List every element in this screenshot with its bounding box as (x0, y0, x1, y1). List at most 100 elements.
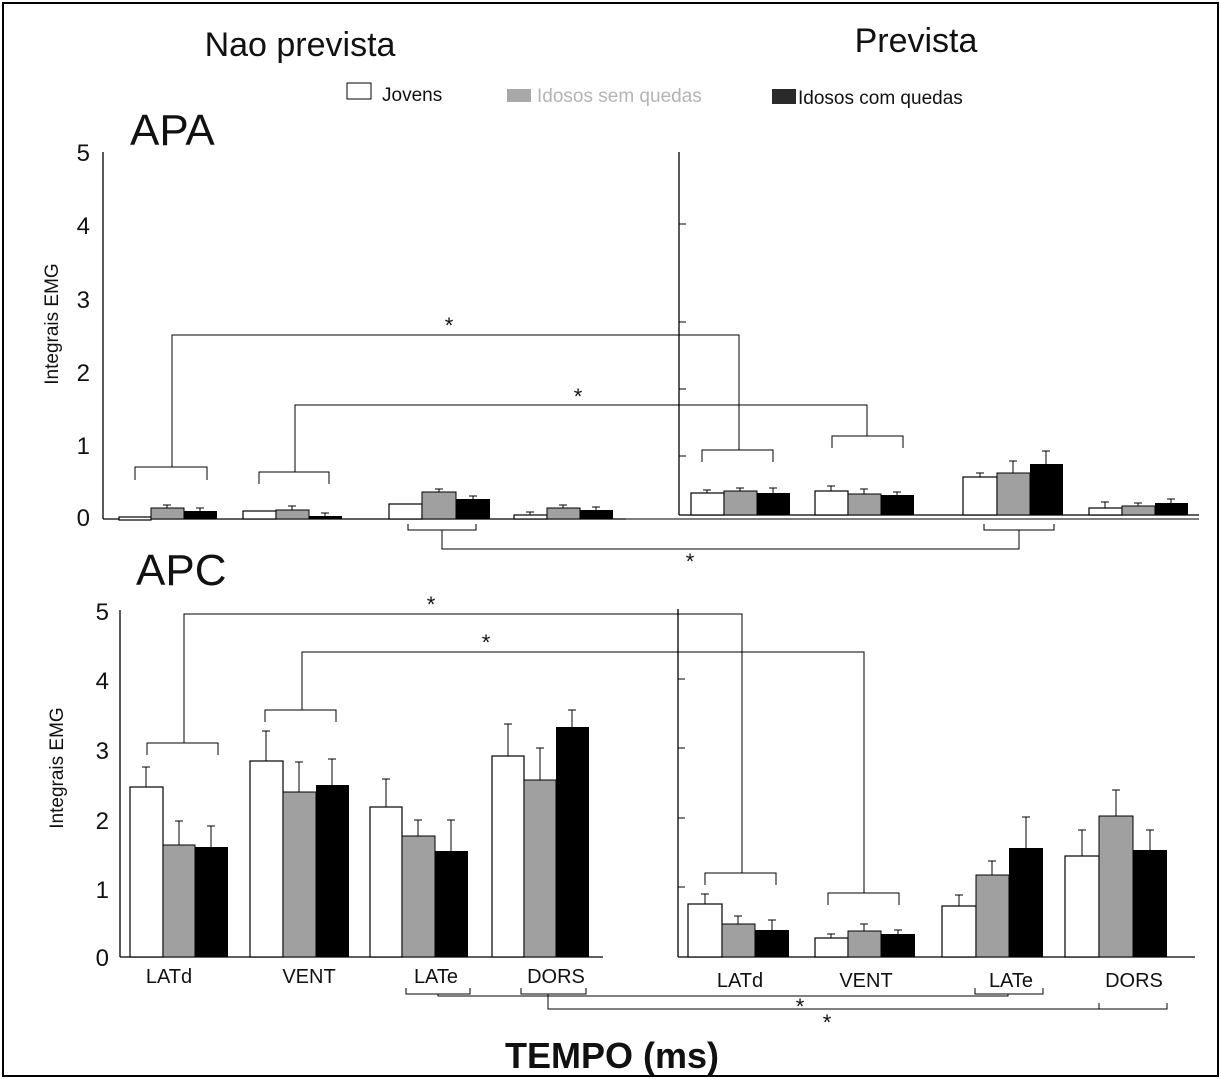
significance-connector (441, 530, 1020, 550)
bar-group (1088, 498, 1188, 516)
bar (401, 835, 436, 958)
bar (249, 760, 284, 958)
bar-group (1064, 789, 1167, 958)
bar (546, 507, 581, 520)
bar-group (388, 488, 490, 520)
y-tick-label: 1 (96, 877, 109, 904)
right-y-ticks (679, 223, 686, 457)
right-y-ticks (678, 678, 685, 888)
group-bracket (704, 872, 777, 885)
y-tick-label: 4 (96, 668, 109, 695)
legend-label: Idosos com quedas (798, 88, 963, 109)
y-axis-label: Integrais EMG (47, 707, 68, 828)
bar-group (118, 504, 217, 521)
x-tick-label: LATd (146, 966, 192, 988)
bar (556, 727, 589, 957)
bar (814, 490, 849, 516)
y-tick-label: 1 (77, 433, 90, 460)
bar (282, 791, 317, 958)
group-bracket (520, 988, 587, 995)
bar (962, 476, 998, 516)
significance-star: * (796, 994, 805, 1019)
bar (491, 755, 525, 958)
bar (456, 499, 490, 519)
y-tick-label: 4 (77, 213, 90, 240)
bar (996, 472, 1031, 516)
bar (1155, 503, 1188, 515)
bar (195, 847, 228, 957)
legend-label: Idosos sem quedas (537, 86, 702, 107)
panel-label: APA (130, 106, 215, 155)
significance-star: * (686, 549, 695, 574)
bar (150, 507, 185, 520)
apa-panel: APA Integrais EMG 0 1 2 3 4 5 (42, 106, 1199, 574)
bar (881, 934, 915, 957)
bar (847, 493, 882, 516)
bar-group (249, 730, 349, 958)
panel-label: APC (136, 546, 226, 595)
bar (881, 495, 914, 515)
bar (847, 930, 882, 958)
significance-star: * (427, 592, 436, 617)
bar (721, 923, 756, 958)
bar (690, 492, 725, 516)
bar (1121, 505, 1156, 516)
bar (755, 930, 789, 957)
bar (580, 510, 613, 519)
x-tick-label: LATe (989, 970, 1033, 992)
legend-swatch (346, 82, 372, 100)
bar-group (962, 450, 1063, 516)
bar (275, 509, 310, 520)
significance-connector (301, 651, 865, 893)
bar-group (513, 504, 613, 520)
y-tick-label: 3 (96, 738, 109, 765)
group-bracket (264, 709, 337, 722)
y-tick-label: 2 (77, 360, 90, 387)
x-tick-labels: LATd VENT LATe DORS LATd VENT LATe DORS (146, 966, 1163, 992)
bar (242, 510, 277, 520)
x-tick-label: DORS (527, 966, 585, 988)
x-tick-label: LATe (414, 966, 458, 988)
bar (1133, 850, 1167, 957)
y-axis-label: Integrais EMG (42, 263, 63, 384)
bar (1088, 507, 1123, 516)
bar (1098, 815, 1134, 958)
x-tick-label: VENT (282, 966, 335, 988)
bar (1030, 464, 1063, 515)
x-tick-label: VENT (839, 970, 892, 992)
bar-group (369, 778, 468, 958)
bar (814, 937, 849, 958)
legend-swatch (507, 89, 531, 102)
bar (723, 490, 758, 516)
bar (309, 516, 342, 519)
right-condition-title: Prevista (855, 22, 978, 60)
legend-item: Idosos sem quedas (507, 86, 702, 107)
y-tick-label: 0 (77, 505, 90, 532)
bar-group (129, 766, 228, 958)
legend: Jovens Idosos sem quedas Idosos com qued… (346, 82, 963, 109)
significance-connector (294, 404, 868, 472)
bar (1064, 855, 1100, 958)
legend-item: Jovens (346, 82, 442, 106)
apc-bars (129, 709, 1167, 958)
significance-connector (183, 613, 743, 873)
bar (975, 874, 1010, 958)
legend-swatch (772, 89, 796, 104)
bar (687, 903, 723, 958)
y-tick-labels: 0 1 2 3 4 5 (77, 140, 90, 532)
apc-significance-brackets (146, 613, 1168, 1010)
y-tick-label: 2 (96, 808, 109, 835)
bar (129, 786, 164, 958)
left-condition-title: Nao prevista (205, 26, 396, 64)
x-tick-label: DORS (1105, 970, 1163, 992)
x-axis-title: TEMPO (ms) (505, 1035, 719, 1076)
bar-group (687, 893, 789, 958)
legend-label: Jovens (382, 85, 442, 106)
bar (757, 493, 790, 515)
apc-panel: APC Integrais EMG 0 1 2 3 4 5 (47, 546, 1195, 1035)
bar-group (690, 487, 790, 516)
y-tick-label: 3 (77, 287, 90, 314)
bar (513, 514, 548, 520)
bar (523, 779, 557, 958)
y-tick-label: 0 (96, 945, 109, 972)
